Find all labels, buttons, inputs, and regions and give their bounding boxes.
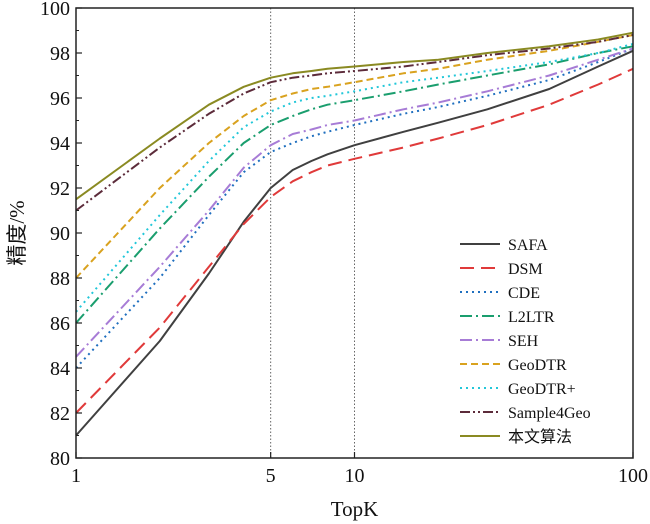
legend-label: SAFA xyxy=(508,237,548,254)
legend-label: Sample4Geo xyxy=(508,405,591,422)
series-line-GeoDTR+ xyxy=(75,43,634,313)
y-tick-label: 88 xyxy=(50,268,70,290)
x-axis-title: TopK xyxy=(331,497,379,521)
series-line-SAFA xyxy=(75,49,634,437)
series-line-L2LTR xyxy=(75,45,634,324)
x-tick-label: 1 xyxy=(71,465,81,487)
series-line-DSM xyxy=(75,67,634,414)
series-lines xyxy=(75,31,634,437)
series-line-本文算法 xyxy=(75,31,634,201)
series-line-GeoDTR xyxy=(75,34,634,279)
y-tick-label: 98 xyxy=(50,43,70,65)
y-tick-label: 86 xyxy=(50,313,70,335)
legend-label: GeoDTR xyxy=(508,357,567,374)
y-tick-label: 84 xyxy=(50,358,70,380)
legend-label: SEH xyxy=(508,333,539,350)
y-tick-label: 82 xyxy=(50,403,70,425)
legend-label: GeoDTR+ xyxy=(508,381,576,398)
y-axis-title: 精度/% xyxy=(5,200,29,265)
y-tick-label: 92 xyxy=(50,178,70,200)
x-axis-ticks: 1 5 10 100 xyxy=(71,452,648,487)
y-tick-label: 94 xyxy=(50,133,70,155)
legend-label: 本文算法 xyxy=(508,427,572,446)
y-axis-ticks: 80 82 84 86 88 90 92 94 96 98 100 xyxy=(40,0,82,470)
legend-label: CDE xyxy=(508,285,540,302)
y-tick-label: 96 xyxy=(50,88,70,110)
series-line-SEH xyxy=(75,47,634,358)
y-tick-label: 100 xyxy=(40,0,70,20)
x-tick-label: 5 xyxy=(266,465,276,487)
legend-label: L2LTR xyxy=(508,309,555,326)
y-tick-label: 80 xyxy=(50,448,70,470)
legend: SAFA DSM CDE L2LTR SEH GeoDTR GeoDTR+ Sample4Ge… xyxy=(460,237,591,446)
series-line-CDE xyxy=(75,47,634,369)
x-tick-label: 10 xyxy=(345,465,365,487)
legend-label: DSM xyxy=(508,261,543,278)
x-tick-label: 100 xyxy=(618,465,648,487)
y-tick-label: 90 xyxy=(50,223,70,245)
